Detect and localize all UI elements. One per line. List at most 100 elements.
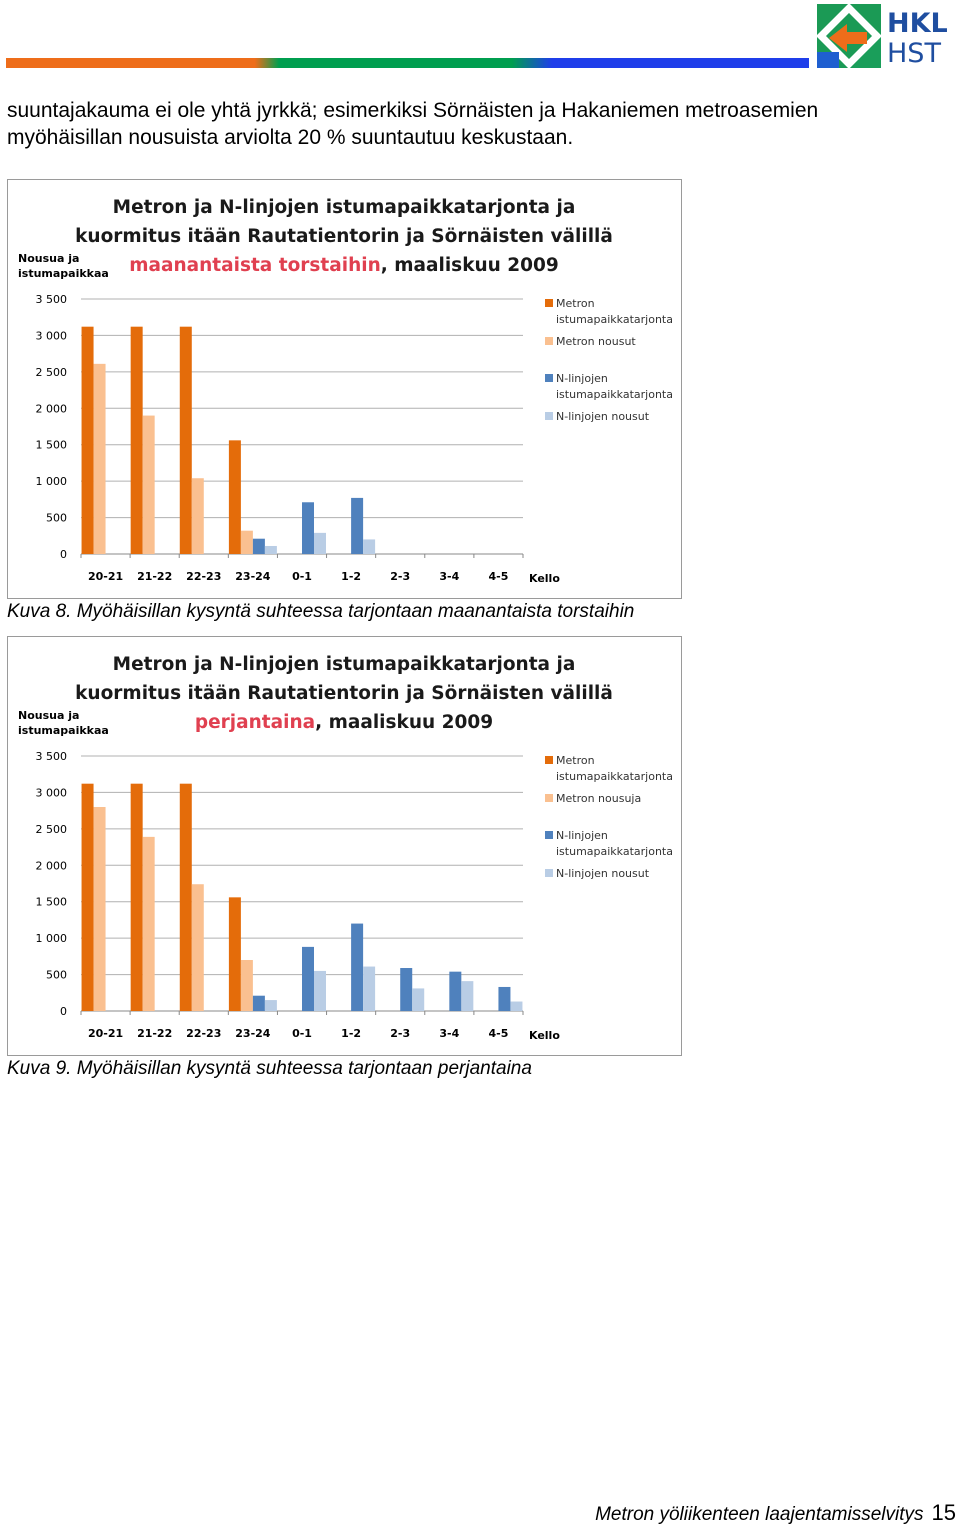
chart-title-line-2: kuormitus itään Rautatientorin ja Sörnäi… — [75, 683, 613, 704]
figure-chart-1: Metron ja N-linjojen istumapaikkatarjont… — [7, 179, 682, 599]
bar-n-linjojen-nousut-0-1 — [314, 532, 326, 554]
body-line-2: myöhäisillan nousuista arviolta 20 % suu… — [7, 126, 574, 149]
x-axis-label: Kello — [529, 572, 560, 585]
bar-metron-istumapaikkatarjonta-20-21 — [81, 326, 94, 554]
y-tick-label: 3 500 — [36, 750, 68, 763]
logo-text-hst: HST — [887, 38, 941, 68]
legend-label: istumapaikkatarjonta — [556, 388, 673, 401]
x-tick-label: 22-23 — [186, 1027, 221, 1040]
y-tick-label: 1 500 — [36, 439, 68, 452]
x-tick-label: 20-21 — [88, 1027, 123, 1040]
page-footer: Metron yöliikenteen laajentamisselvitys 1… — [595, 1500, 956, 1526]
bar-n-linjojen-nousut-0-1 — [314, 970, 326, 1011]
bar-n-linjojen-nousut-4-5 — [510, 1001, 523, 1011]
chart-title-line-3: perjantaina, maaliskuu 2009 — [195, 712, 493, 733]
legend-label: N-linjojen — [556, 372, 608, 385]
bar-metron-nousuja-21-22 — [142, 836, 155, 1011]
y-tick-label: 500 — [46, 512, 67, 525]
x-tick-label: 1-2 — [341, 570, 361, 583]
y-tick-label: 1 000 — [36, 932, 68, 945]
bar-metron-istumapaikkatarjonta-21-22 — [130, 326, 143, 554]
chart-title-line-1: Metron ja N-linjojen istumapaikkatarjont… — [113, 654, 576, 675]
bar-metron-nousut-20-21 — [93, 363, 106, 554]
header-color-bar — [6, 58, 809, 68]
legend-label: istumapaikkatarjonta — [556, 845, 673, 858]
y-tick-label: 0 — [60, 1005, 67, 1018]
bar-n-linjojen-istumapaikkatarjonta-2-3 — [400, 968, 413, 1011]
y-tick-label: 0 — [60, 548, 67, 561]
legend-swatch — [545, 412, 553, 420]
bar-n-linjojen-nousut-1-2 — [363, 539, 376, 554]
legend-label: N-linjojen nousut — [556, 867, 650, 880]
x-tick-label: 4-5 — [489, 570, 509, 583]
legend-label: N-linjojen — [556, 829, 608, 842]
chart-title-line-2: kuormitus itään Rautatientorin ja Sörnäi… — [75, 226, 613, 247]
bar-n-linjojen-istumapaikkatarjonta-3-4 — [449, 971, 462, 1011]
bar-n-linjojen-istumapaikkatarjonta-1-2 — [351, 497, 364, 554]
chart-title-date: , maaliskuu 2009 — [315, 712, 493, 733]
figure-chart-2: Metron ja N-linjojen istumapaikkatarjont… — [7, 636, 682, 1056]
y-tick-label: 500 — [46, 969, 67, 982]
x-tick-label: 23-24 — [235, 1027, 271, 1040]
bar-n-linjojen-istumapaikkatarjonta-23-24 — [252, 995, 265, 1011]
y-tick-label: 3 500 — [36, 293, 68, 306]
footer-title: Metron yöliikenteen laajentamisselvitys — [595, 1504, 924, 1525]
bar-n-linjojen-nousut-3-4 — [461, 981, 474, 1011]
chart-title-line-1: Metron ja N-linjojen istumapaikkatarjont… — [113, 197, 576, 218]
bar-metron-nousut-22-23 — [191, 478, 204, 554]
figure-caption-1: Kuva 8. Myöhäisillan kysyntä suhteessa t… — [7, 601, 635, 622]
legend-swatch — [545, 831, 553, 839]
bar-metron-istumapaikkatarjonta-20-21 — [81, 783, 94, 1011]
bar-metron-istumapaikkatarjonta-22-23 — [179, 326, 192, 554]
logo-text-hkl: HKL — [887, 8, 948, 39]
legend-swatch — [545, 299, 553, 307]
chart-title-date: , maaliskuu 2009 — [381, 255, 559, 276]
chart-title-highlight: maanantaista torstaihin — [129, 255, 381, 276]
chart-2-svg: Metron ja N-linjojen istumapaikkatarjont… — [18, 654, 673, 1042]
bar-n-linjojen-nousut-23-24 — [264, 545, 277, 554]
legend-swatch — [545, 869, 553, 877]
chart-title-line-3: maanantaista torstaihin, maaliskuu 2009 — [129, 255, 559, 276]
legend-label: Metron nousut — [556, 335, 636, 348]
x-tick-label: 3-4 — [439, 570, 459, 583]
x-tick-label: 0-1 — [292, 1027, 312, 1040]
legend-label: istumapaikkatarjonta — [556, 313, 673, 326]
bar-n-linjojen-nousut-23-24 — [264, 1000, 277, 1011]
legend-label: istumapaikkatarjonta — [556, 770, 673, 783]
y-tick-label: 2 500 — [36, 823, 68, 836]
y-tick-label: 2 000 — [36, 859, 68, 872]
x-tick-label: 2-3 — [390, 570, 410, 583]
bar-metron-nousuja-20-21 — [93, 807, 106, 1011]
bar-metron-istumapaikkatarjonta-21-22 — [130, 783, 143, 1011]
legend-swatch — [545, 337, 553, 345]
bar-n-linjojen-istumapaikkatarjonta-0-1 — [302, 502, 314, 554]
chart-1-svg: Metron ja N-linjojen istumapaikkatarjont… — [18, 197, 673, 585]
y-tick-label: 3 000 — [36, 329, 68, 342]
y-axis-label: Nousua ja — [18, 709, 79, 722]
legend-label: Metron — [556, 754, 595, 767]
page-number: 15 — [931, 1500, 956, 1525]
y-axis-label: istumapaikkaa — [18, 724, 109, 737]
legend-label: Metron — [556, 297, 595, 310]
legend-swatch — [545, 374, 553, 382]
legend-label: Metron nousuja — [556, 792, 641, 805]
bar-metron-nousut-23-24 — [240, 530, 253, 554]
x-tick-label: 1-2 — [341, 1027, 361, 1040]
x-tick-label: 20-21 — [88, 570, 123, 583]
x-tick-label: 23-24 — [235, 570, 271, 583]
legend-swatch — [545, 794, 553, 802]
y-axis-label: istumapaikkaa — [18, 267, 109, 280]
x-axis-label: Kello — [529, 1029, 560, 1042]
y-axis-label: Nousua ja — [18, 252, 79, 265]
figure-caption-2: Kuva 9. Myöhäisillan kysyntä suhteessa t… — [7, 1058, 532, 1079]
bar-n-linjojen-istumapaikkatarjonta-0-1 — [302, 946, 314, 1011]
y-tick-label: 3 000 — [36, 786, 68, 799]
bar-metron-nousuja-22-23 — [191, 884, 204, 1011]
bar-n-linjojen-istumapaikkatarjonta-1-2 — [351, 923, 364, 1011]
bar-metron-istumapaikkatarjonta-23-24 — [228, 440, 241, 554]
x-tick-label: 21-22 — [137, 570, 172, 583]
body-line-1: suuntajakauma ei ole yhtä jyrkkä; esimer… — [7, 99, 819, 122]
y-tick-label: 1 000 — [36, 475, 68, 488]
bar-metron-nousuja-23-24 — [240, 960, 253, 1011]
body-paragraph: suuntajakauma ei ole yhtä jyrkkä; esimer… — [7, 97, 947, 151]
